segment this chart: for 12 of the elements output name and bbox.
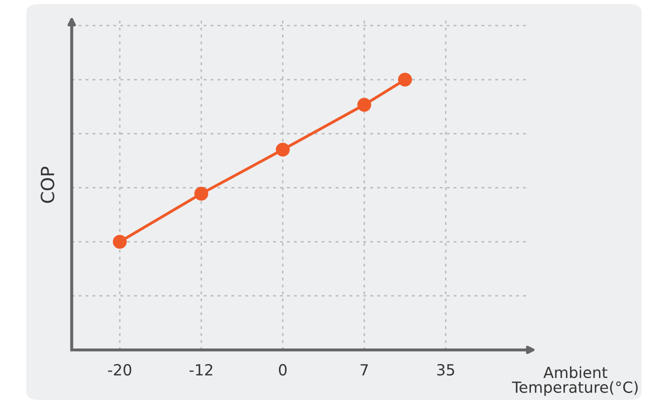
point <box>112 234 127 249</box>
x-tick-label: -20 <box>108 364 132 376</box>
point <box>194 186 208 201</box>
point <box>276 142 290 157</box>
point <box>398 72 412 87</box>
point <box>357 98 372 112</box>
x-tick-label: -12 <box>190 364 212 376</box>
x-tick-label: 35 <box>437 364 454 376</box>
x-axis-title: Ambient Temperature(°C) <box>512 366 638 396</box>
x-tick-label: 7 <box>360 364 368 376</box>
y-axis-title: COP <box>40 166 54 203</box>
x-tick-label: 0 <box>278 364 287 376</box>
